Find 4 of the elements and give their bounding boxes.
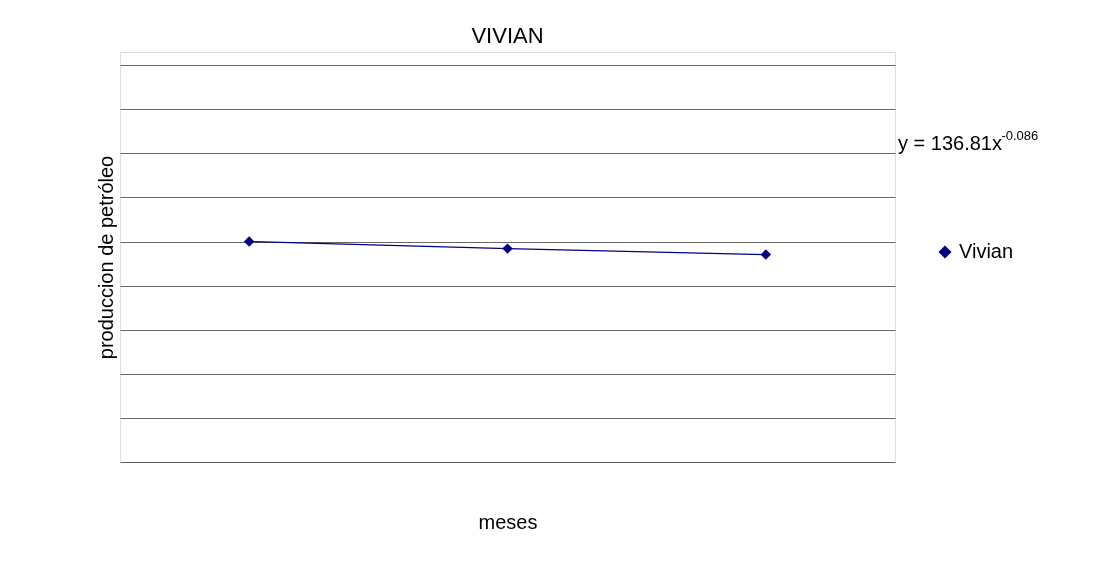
legend-label: Vivian bbox=[959, 240, 1014, 262]
y-axis-title: produccion de petróleo bbox=[94, 155, 117, 360]
x-axis-title: meses bbox=[478, 510, 538, 533]
chart-title: VIVIAN bbox=[471, 23, 544, 48]
